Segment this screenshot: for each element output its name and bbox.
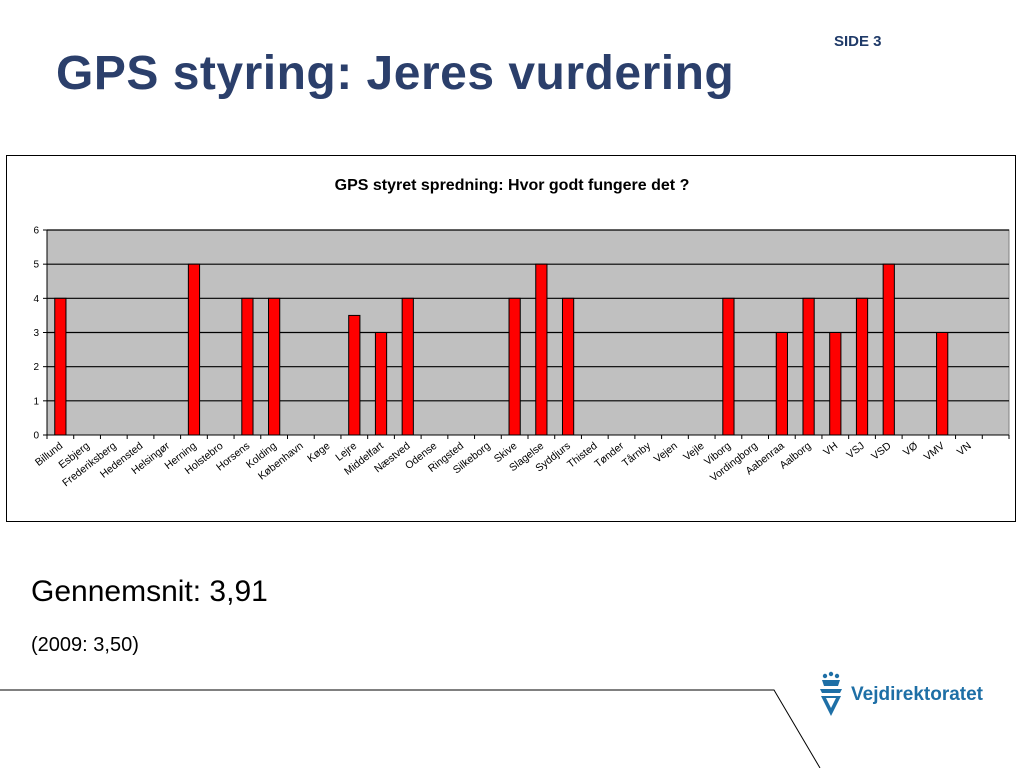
footer-divider (0, 689, 821, 768)
bar-29 (829, 332, 842, 436)
x-tick-label: VSD (869, 440, 894, 463)
bar-25 (722, 297, 735, 436)
x-tick-label: Thisted (565, 440, 600, 471)
bar-28 (802, 297, 815, 436)
bar-chart: GPS styret spredning: Hvor godt fungere … (33, 177, 1010, 489)
x-tick-label: VMV (922, 440, 947, 463)
bar-11 (348, 314, 361, 436)
previous-score: (2009: 3,50) (31, 634, 139, 656)
bar-13 (401, 297, 414, 436)
axes (43, 229, 1010, 439)
bar-5 (187, 263, 201, 436)
page-number: SIDE 3 (834, 33, 882, 50)
y-tick-label: 1 (33, 396, 39, 407)
gridlines (47, 229, 1009, 402)
y-tick-label: 0 (33, 431, 39, 442)
bar-31 (882, 263, 895, 436)
bar-27 (775, 332, 788, 436)
x-tick-label: Vejen (652, 440, 680, 466)
bar-30 (855, 297, 869, 436)
y-tick-label: 3 (33, 328, 39, 339)
y-tick-label: 5 (33, 260, 39, 271)
x-tick-label: VØ (901, 440, 920, 459)
bar-19 (561, 297, 575, 436)
average-score: Gennemsnit: 3,91 (31, 575, 268, 608)
bar-8 (268, 297, 281, 436)
bar-18 (535, 263, 548, 436)
bar-7 (241, 297, 254, 436)
logo-text: Vejdirektoratet (851, 684, 983, 705)
y-tick-label: 4 (33, 294, 39, 305)
vejdirektoratet-logo: Vejdirektoratet (816, 670, 996, 720)
chart-frame: GPS styret spredning: Hvor godt fungere … (6, 155, 1016, 522)
bar-33 (936, 332, 949, 436)
y-tick-label: 2 (33, 362, 39, 373)
chart-title: GPS styret spredning: Hvor godt fungere … (335, 177, 690, 194)
x-tick-label: VSJ (844, 440, 867, 461)
bar-17 (508, 297, 521, 436)
x-tick-label: Tårnby (620, 439, 654, 469)
x-tick-label: VN (955, 440, 974, 458)
x-tick-label: Køge (305, 440, 332, 465)
page-title: GPS styring: Jeres vurdering (56, 47, 735, 100)
x-tick-label: Tønder (592, 440, 626, 471)
bar-0 (54, 297, 67, 436)
bar-12 (374, 332, 388, 436)
y-tick-label: 6 (33, 226, 39, 237)
x-tick-label: VH (821, 440, 840, 458)
bars (54, 263, 949, 436)
crown-v-emblem-icon (820, 671, 842, 716)
